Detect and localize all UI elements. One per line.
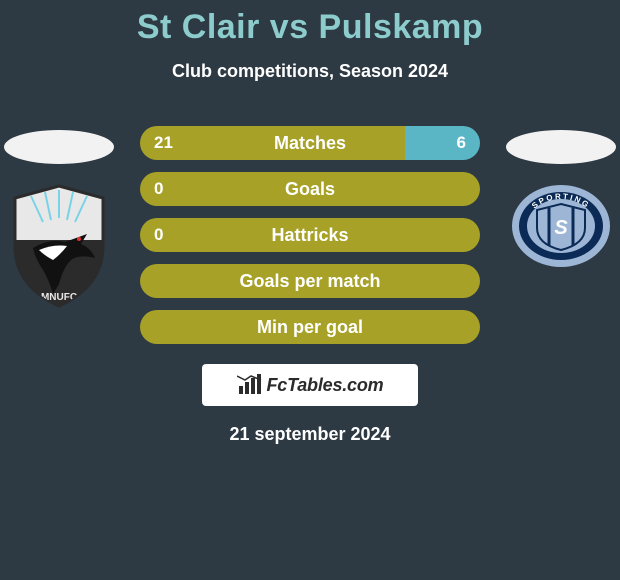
mnufc-shield-icon: MNUFC bbox=[9, 184, 109, 308]
stat-bar-label: Matches bbox=[140, 126, 480, 160]
stat-bar-label: Goals bbox=[140, 172, 480, 206]
stat-bar-left-value: 21 bbox=[154, 126, 173, 160]
right-team-logo: SPORTING S bbox=[511, 184, 611, 268]
stat-bar-label: Hattricks bbox=[140, 218, 480, 252]
comparison-infographic: St Clair vs Pulskamp Club competitions, … bbox=[0, 0, 620, 580]
left-player-ellipse bbox=[4, 130, 114, 164]
stat-bar-right-value: 6 bbox=[457, 126, 466, 160]
stat-bar-min-per-goal: Min per goal bbox=[140, 310, 480, 344]
brand-label: FcTables.com bbox=[267, 375, 384, 396]
stat-bar-matches: Matches21 6 bbox=[140, 126, 480, 160]
right-player-ellipse bbox=[506, 130, 616, 164]
stat-bar-label: Goals per match bbox=[140, 264, 480, 298]
stat-bar-left-value: 0 bbox=[154, 218, 163, 252]
stat-bar-label: Min per goal bbox=[140, 310, 480, 344]
main-area: MNUFC SPORTING bbox=[0, 126, 620, 445]
stat-bar-goals-per-match: Goals per match bbox=[140, 264, 480, 298]
svg-text:S: S bbox=[554, 217, 568, 239]
left-team-logo: MNUFC bbox=[9, 184, 109, 308]
page-title: St Clair vs Pulskamp bbox=[0, 0, 620, 47]
subtitle: Club competitions, Season 2024 bbox=[0, 61, 620, 82]
svg-text:MNUFC: MNUFC bbox=[41, 292, 77, 303]
stat-bar-left-value: 0 bbox=[154, 172, 163, 206]
brand-box: FcTables.com bbox=[202, 364, 418, 406]
bar-chart-icon bbox=[237, 374, 263, 396]
right-team-logo-wrap: SPORTING S bbox=[502, 184, 620, 268]
stat-bar-goals: Goals0 bbox=[140, 172, 480, 206]
left-team-logo-wrap: MNUFC bbox=[0, 184, 118, 308]
stat-bars: Matches216Goals0Hattricks0Goals per matc… bbox=[140, 126, 480, 344]
stat-bar-hattricks: Hattricks0 bbox=[140, 218, 480, 252]
date-line: 21 september 2024 bbox=[0, 424, 620, 445]
sporting-kc-logo-icon: SPORTING S bbox=[511, 184, 611, 268]
